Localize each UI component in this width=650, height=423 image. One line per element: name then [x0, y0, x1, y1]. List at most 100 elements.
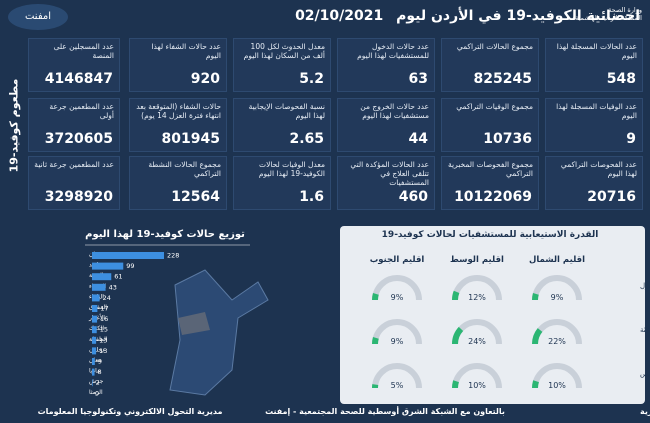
stat-box: عدد حالات الخروج من مستشفيات لهذا اليوم 4… [337, 98, 435, 152]
vaccine-value: 3298920 [44, 189, 113, 205]
category-label: المفرق [89, 304, 107, 311]
gauge-label: 10% [468, 381, 486, 390]
stat-box: عدد الوفيات المسجلة لهذا اليوم 9 [545, 98, 643, 152]
vaccine-box: عدد المطعمين جرعة أولى 3720605 [28, 98, 120, 152]
ministry: وزارة الصحة [608, 6, 642, 14]
title-row: احصائية الكوفيد-19 في الأردن ليوم 02/10/… [220, 8, 640, 24]
stat-label: معدل الحدوث لكل 100 ألف من السكان لهذا ا… [243, 42, 325, 60]
stat-value: 920 [190, 71, 220, 87]
row-label: نسبة اشغال اجهزة التنفس [640, 370, 650, 378]
bar-value: 24 [103, 294, 111, 302]
date: 02/10/2021 [295, 8, 384, 24]
capacity-title: القدرة الاستيعابية للمستشفيات لحالات كوف… [382, 230, 599, 240]
bar [92, 273, 112, 281]
category-label: الرمثا [89, 389, 103, 396]
map [169, 269, 269, 396]
stat-value: 460 [398, 189, 428, 205]
row-label: نسبة اشغال اسرة العزل [640, 282, 650, 290]
bar [92, 326, 97, 334]
vaccine-box: عدد المسجلين على المنصة 4146847 [28, 38, 120, 92]
stat-label: عدد حالات الخروج من مستشفيات لهذا اليوم [360, 102, 429, 120]
stat-value: 12564 [171, 189, 220, 205]
gauge-fill [452, 290, 460, 301]
stat-label: عدد الوفيات المسجلة لهذا اليوم [556, 102, 637, 120]
bar-value: 0 [95, 389, 99, 397]
gauge-fill [532, 380, 539, 389]
gauge-track [372, 275, 422, 301]
gauge-label: 12% [468, 293, 486, 302]
gauge-label: 10% [548, 381, 566, 390]
kingdom: المملكة الأردنية الهاشمية [575, 14, 642, 22]
stat-box: نسبة الفحوصات الإيجابية لهذا اليوم 2.65 [233, 98, 331, 152]
bar-value: 8 [98, 368, 102, 376]
stat-label: مجموع الحالات النشطة التراكمي [148, 160, 221, 178]
bar-value: 2 [96, 379, 100, 387]
stat-box: مجموع الحالات التراكمي 825245 [441, 38, 539, 92]
stat-value: 44 [408, 131, 428, 147]
gauge-track [532, 363, 582, 389]
bar [92, 368, 95, 376]
footer-right: مديرية الأمراض السارية [640, 406, 650, 417]
gauge-track [372, 319, 422, 345]
region-label: اقليم الوسط [450, 255, 504, 265]
stat-value: 2.65 [289, 131, 324, 147]
stat-label: عدد حالات الدخول للمستشفيات لهذا اليوم [357, 42, 429, 60]
vaccine-value: 4146847 [44, 71, 113, 87]
stat-value: 10122069 [454, 189, 532, 205]
bar [92, 347, 97, 355]
bar [92, 358, 95, 365]
gauge-track [452, 363, 502, 389]
stat-label: نسبة الفحوصات الإيجابية لهذا اليوم [248, 102, 325, 120]
stat-box: مجموع الوفيات التراكمي 10736 [441, 98, 539, 152]
bar [92, 305, 98, 312]
gauge-fill [452, 380, 459, 389]
stat-box: مجموع الفحوصات المخبرية التراكمي 10122069 [441, 156, 539, 210]
stat-box: معدل الوفيات لحالات الكوفيد-19 لهذا اليو… [233, 156, 331, 210]
stat-label: حالات الشفاء (المتوقعة بعد انتهاء فترة ا… [136, 102, 221, 120]
category-label: عجلون [89, 346, 106, 353]
map-highlight [178, 312, 210, 335]
gauge-fill [532, 328, 543, 345]
gauge-label: 9% [391, 293, 404, 302]
stat-box: عدد الفحوصات التراكمي لهذا اليوم 20716 [545, 156, 643, 210]
stat-box: معدل الحدوث لكل 100 ألف من السكان لهذا ا… [233, 38, 331, 92]
footer-left: مديرية التحول الالكتروني وتكنولوجيا المع… [38, 407, 223, 416]
bar [92, 252, 164, 259]
stat-label: مجموع الحالات التراكمي [456, 42, 533, 51]
stat-value: 1.6 [299, 189, 324, 205]
stat-box: مجموع الحالات النشطة التراكمي 12564 [129, 156, 227, 210]
vaccine-label: عدد المسجلين على المنصة [53, 42, 114, 60]
stat-label: مجموع الفحوصات المخبرية التراكمي [448, 160, 533, 178]
stat-box: عدد حالات الدخول للمستشفيات لهذا اليوم 63 [337, 38, 435, 92]
bar-value: 17 [100, 305, 108, 313]
stat-value: 5.2 [299, 71, 324, 87]
stat-value: 9 [626, 131, 636, 147]
logo: امفنت [8, 4, 68, 30]
chart-title: توزيع حالات كوفيد-19 لهذا اليوم [85, 229, 245, 240]
bar [92, 336, 97, 344]
stat-label: عدد الحالات المسجلة لهذا اليوم [556, 42, 637, 60]
gauge-label: 9% [551, 293, 564, 302]
vaccine-box: عدد المطعمين جرعة ثانية 3298920 [28, 156, 120, 210]
stat-value: 10736 [483, 131, 532, 147]
bar-value: 15 [100, 326, 108, 334]
stat-value: 20716 [587, 189, 636, 205]
vaccine-value: 3720605 [44, 131, 113, 147]
gauge-label: 24% [468, 337, 486, 346]
category-label: جرش [89, 378, 104, 385]
gauge-fill [532, 293, 539, 301]
capacity-panel [340, 226, 645, 404]
title: احصائية الكوفيد-19 في الأردن ليوم [396, 8, 640, 24]
bar-value: 13 [99, 336, 107, 344]
row-label: نسبة اشغال اسرة العناية الحثيثة [640, 326, 650, 334]
stat-label: عدد الفحوصات التراكمي لهذا اليوم [560, 160, 637, 178]
bar [92, 379, 93, 387]
gauge-label: 9% [391, 337, 404, 346]
category-label: الطفيلة [89, 336, 108, 343]
ministry-block: وزارة الصحة المملكة الأردنية الهاشمية [572, 6, 642, 22]
stat-label: عدد الحالات المؤكدة التي تتلقى العلاج في… [350, 160, 429, 187]
stat-label: عدد حالات الشفاء لهذا اليوم [151, 42, 221, 60]
stat-box: عدد حالات الشفاء لهذا اليوم 920 [129, 38, 227, 92]
bar [92, 315, 98, 323]
